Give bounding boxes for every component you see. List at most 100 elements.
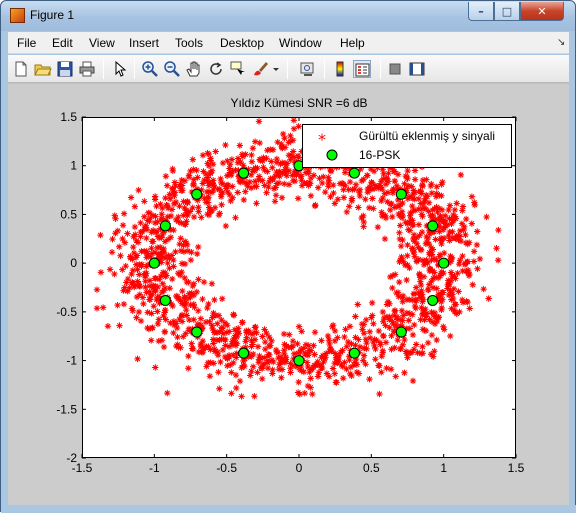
menu-view[interactable]: View bbox=[89, 36, 115, 50]
colorbar-icon[interactable] bbox=[331, 60, 349, 78]
noisy-sample-point bbox=[140, 300, 147, 308]
noisy-sample-point bbox=[304, 382, 312, 390]
dock-arrow-icon[interactable]: ↘ bbox=[557, 37, 566, 48]
noisy-sample-point bbox=[226, 165, 233, 172]
noisy-sample-point bbox=[137, 219, 144, 227]
noisy-sample-point bbox=[394, 196, 402, 204]
noisy-sample-point bbox=[420, 261, 428, 269]
noisy-sample-point bbox=[419, 326, 427, 333]
menu-edit[interactable]: Edit bbox=[52, 36, 73, 50]
title-bar[interactable]: Figure 1 – □ ✕ bbox=[1, 1, 575, 31]
noisy-sample-point bbox=[164, 389, 171, 397]
noisy-sample-point bbox=[340, 186, 347, 193]
noisy-sample-point bbox=[233, 333, 241, 341]
constellation-plot[interactable]: -1.5 -1 -0.5 0 0.5 1 1.5-2-1.5-1-0.500.511.5 Y… bbox=[8, 84, 569, 505]
brush-icon[interactable] bbox=[251, 60, 269, 78]
pan-hand-icon[interactable] bbox=[185, 60, 203, 78]
noisy-sample-point bbox=[200, 168, 207, 175]
menu-window[interactable]: Window bbox=[279, 36, 322, 50]
data-cursor-icon[interactable] bbox=[229, 60, 247, 78]
legend-icon[interactable] bbox=[353, 60, 371, 78]
noisy-sample-point bbox=[198, 325, 205, 332]
noisy-sample-point bbox=[433, 257, 440, 264]
close-button[interactable]: ✕ bbox=[520, 2, 564, 21]
link-plot-icon[interactable] bbox=[299, 60, 317, 78]
noisy-sample-point bbox=[162, 273, 169, 280]
brush-menu-chevron-icon[interactable] bbox=[271, 60, 281, 78]
noisy-sample-point bbox=[162, 173, 170, 180]
noisy-sample-point bbox=[399, 236, 406, 244]
noisy-sample-point bbox=[418, 304, 425, 311]
noisy-sample-point bbox=[161, 284, 169, 292]
noisy-sample-point bbox=[457, 171, 465, 179]
noisy-sample-point bbox=[161, 328, 169, 335]
noisy-sample-point bbox=[203, 363, 210, 370]
matlab-figure-icon bbox=[10, 8, 25, 23]
noisy-sample-point bbox=[205, 300, 212, 308]
noisy-sample-point bbox=[419, 311, 426, 319]
noisy-sample-point bbox=[170, 256, 177, 264]
noisy-sample-point bbox=[431, 320, 439, 328]
noisy-sample-point bbox=[460, 226, 467, 234]
noisy-sample-point bbox=[406, 219, 413, 226]
noisy-sample-point bbox=[210, 182, 217, 189]
noisy-sample-point bbox=[285, 167, 293, 174]
noisy-sample-point bbox=[451, 272, 458, 280]
noisy-sample-point bbox=[334, 334, 341, 341]
new-figure-icon[interactable] bbox=[12, 60, 30, 78]
noisy-sample-point bbox=[119, 222, 127, 229]
noisy-sample-point bbox=[143, 254, 150, 261]
noisy-sample-point bbox=[393, 324, 401, 331]
noisy-sample-point bbox=[335, 358, 342, 365]
maximize-button[interactable]: □ bbox=[494, 2, 520, 21]
noisy-sample-point bbox=[281, 358, 288, 366]
noisy-sample-point bbox=[386, 324, 393, 331]
noisy-sample-point bbox=[127, 253, 134, 260]
noisy-sample-point bbox=[152, 213, 159, 220]
rotate-3d-icon[interactable] bbox=[207, 60, 225, 78]
menu-desktop[interactable]: Desktop bbox=[220, 36, 265, 50]
select-arrow-icon[interactable] bbox=[111, 60, 129, 78]
noisy-sample-point bbox=[146, 288, 153, 296]
noisy-sample-point bbox=[232, 342, 240, 349]
noisy-sample-point bbox=[146, 296, 154, 303]
menu-insert[interactable]: Insert bbox=[129, 36, 160, 50]
noisy-sample-point bbox=[160, 245, 167, 253]
menu-file[interactable]: File bbox=[17, 36, 37, 50]
save-icon[interactable] bbox=[56, 60, 74, 78]
legend[interactable]: * Gürültü eklenmiş y sinyali 16-PSK bbox=[302, 124, 512, 168]
print-icon[interactable] bbox=[78, 60, 96, 78]
menu-tools[interactable]: Tools bbox=[175, 36, 204, 50]
noisy-sample-point bbox=[167, 319, 174, 327]
noisy-sample-point bbox=[251, 178, 259, 185]
noisy-sample-point bbox=[205, 188, 213, 195]
noisy-sample-point bbox=[331, 337, 339, 345]
noisy-sample-point bbox=[249, 341, 256, 348]
noisy-sample-point bbox=[152, 275, 159, 282]
zoom-out-icon[interactable] bbox=[163, 60, 181, 78]
zoom-in-icon[interactable] bbox=[141, 60, 159, 78]
open-file-icon[interactable] bbox=[34, 60, 52, 78]
noisy-sample-point bbox=[378, 353, 385, 360]
minimize-button[interactable]: – bbox=[468, 2, 494, 21]
noisy-sample-point bbox=[324, 332, 332, 340]
noisy-sample-point bbox=[401, 336, 408, 344]
noisy-sample-point bbox=[435, 295, 442, 302]
noisy-sample-point bbox=[404, 241, 411, 249]
noisy-sample-point bbox=[147, 253, 154, 261]
noisy-sample-point bbox=[379, 175, 387, 183]
noisy-sample-point bbox=[266, 333, 273, 341]
noisy-sample-point bbox=[419, 310, 427, 317]
hide-plot-tools-icon[interactable] bbox=[386, 60, 404, 78]
noisy-sample-point bbox=[205, 211, 213, 219]
noisy-sample-point bbox=[222, 222, 230, 230]
psk-point bbox=[191, 188, 203, 200]
noisy-sample-point bbox=[142, 278, 149, 285]
noisy-sample-point bbox=[223, 182, 231, 189]
noisy-sample-point bbox=[207, 346, 214, 353]
noisy-sample-point bbox=[437, 212, 444, 220]
show-plot-tools-icon[interactable] bbox=[408, 60, 426, 78]
noisy-sample-point bbox=[405, 317, 412, 324]
menu-help[interactable]: Help bbox=[340, 36, 365, 50]
noisy-sample-point bbox=[404, 261, 411, 269]
